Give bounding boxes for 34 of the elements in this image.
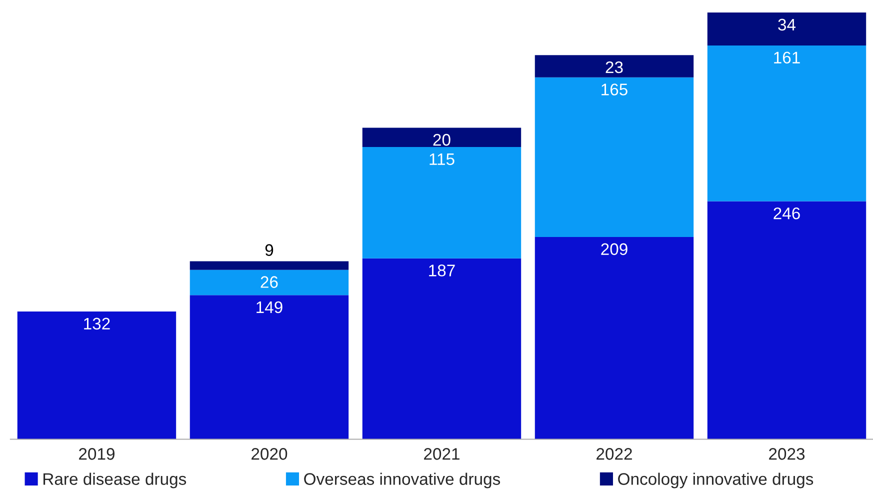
data-label: 149 xyxy=(256,301,282,314)
data-label: 9 xyxy=(265,244,274,256)
data-label: 165 xyxy=(602,84,628,96)
bar xyxy=(534,77,694,238)
legend-label: Overseas innovative drugs xyxy=(304,472,500,488)
x-tick-label: 2022 xyxy=(596,448,632,460)
data-label: 20 xyxy=(433,134,450,146)
data-label: 26 xyxy=(260,276,278,288)
x-tick-label: 2021 xyxy=(424,448,460,460)
x-tick-label: 2020 xyxy=(252,448,288,460)
bar xyxy=(362,128,522,148)
bar xyxy=(190,261,349,270)
data-label: 187 xyxy=(429,264,455,276)
bar xyxy=(534,237,694,440)
data-label: 209 xyxy=(601,243,628,256)
bar xyxy=(707,201,866,440)
bar xyxy=(190,270,349,296)
data-label: 161 xyxy=(774,52,800,64)
legend-label: Rare disease drugs xyxy=(44,472,186,488)
x-tick-label: 2023 xyxy=(769,448,805,460)
bar xyxy=(17,312,176,440)
data-label: 115 xyxy=(430,153,454,166)
data-label: 246 xyxy=(774,207,800,220)
bar xyxy=(362,147,522,258)
legend-label: Oncology innovative drugs xyxy=(618,472,814,488)
data-label: 132 xyxy=(84,318,110,330)
data-label: 23 xyxy=(606,61,623,74)
bar xyxy=(534,55,694,78)
bar xyxy=(362,258,522,440)
bar xyxy=(707,45,866,202)
x-tick-label: 2019 xyxy=(79,448,114,460)
bar xyxy=(190,295,349,440)
data-label: 34 xyxy=(778,18,796,31)
bar xyxy=(707,12,866,46)
